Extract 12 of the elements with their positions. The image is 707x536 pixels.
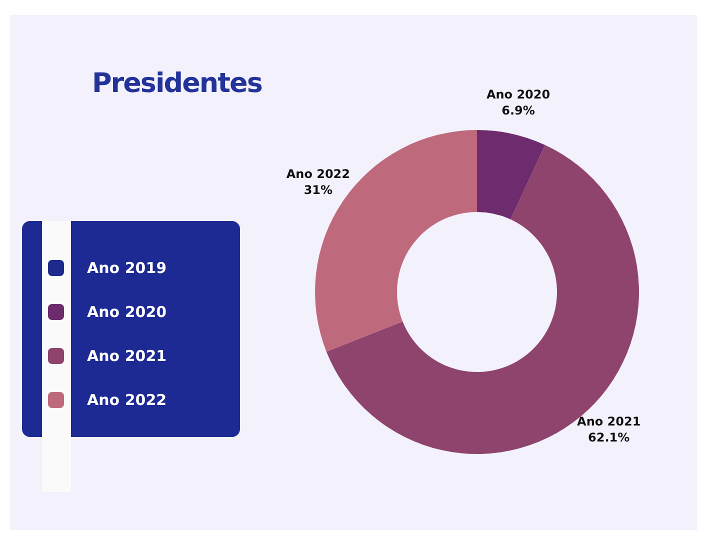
slice-label: Ano 2020	[486, 87, 550, 102]
slice-label: Ano 2022	[286, 167, 350, 182]
slice-label: Ano 2021	[577, 414, 641, 429]
data-label: 31%	[304, 183, 333, 198]
legend-label: Ano 2019	[87, 259, 167, 277]
chart-title: Presidentes	[92, 68, 262, 99]
legend-label: Ano 2021	[87, 347, 167, 365]
data-label: 62.1%	[588, 430, 630, 445]
data-label: 6.9%	[502, 103, 535, 118]
legend-label: Ano 2020	[87, 303, 167, 321]
legend-label: Ano 2022	[87, 391, 167, 409]
donut-slice	[477, 130, 546, 220]
